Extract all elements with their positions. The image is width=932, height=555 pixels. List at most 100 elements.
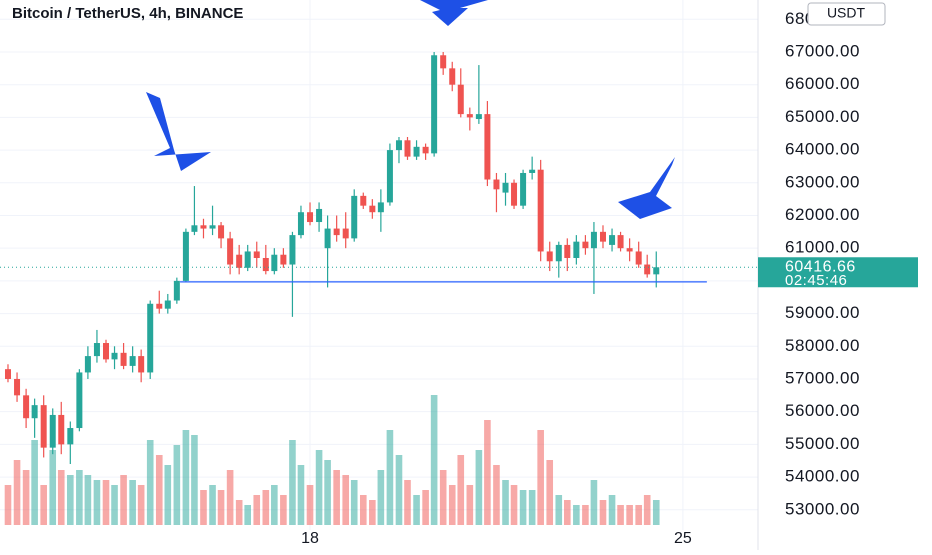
volume-bar (271, 485, 278, 525)
candle-body (440, 55, 447, 69)
volume-bar (573, 505, 580, 525)
volume-bar (502, 480, 509, 525)
candle-body (457, 84, 464, 115)
volume-bar (404, 480, 411, 525)
volume-bar (439, 470, 447, 525)
candle-body (324, 228, 331, 249)
volume-bar (57, 470, 65, 525)
y-tick-label: 53000.00 (785, 499, 860, 518)
candle-body (209, 225, 216, 229)
candle-body (67, 428, 74, 445)
volume-bar (484, 420, 491, 525)
y-tick-label: 62000.00 (785, 205, 860, 224)
volume-bar (289, 440, 296, 525)
candle-body (413, 146, 420, 157)
candle-body (93, 343, 100, 357)
volume-bar (626, 505, 633, 525)
arrow (146, 92, 211, 171)
volume-bar (40, 485, 47, 525)
x-tick-label: 25 (674, 530, 692, 547)
candle-body (342, 228, 349, 239)
volume-bar (528, 490, 536, 525)
volume-bar (537, 430, 544, 525)
candle-body (369, 205, 376, 213)
y-tick-label: 59000.00 (785, 303, 860, 322)
candle-body (626, 248, 633, 252)
volume-bar (413, 495, 420, 525)
volume-bar (377, 470, 385, 525)
candle-body (14, 378, 21, 396)
y-tick-label: 63000.00 (785, 172, 860, 191)
candle-body (182, 231, 189, 281)
candle-body (395, 140, 402, 151)
volume-bar (31, 440, 38, 525)
y-tick-label: 66000.00 (785, 74, 860, 93)
volume-bar (13, 460, 21, 525)
candle-body (502, 182, 509, 193)
grid (0, 0, 758, 530)
last-price-label: 60416.66 (785, 258, 856, 275)
candle-body (653, 267, 660, 275)
candle-body (236, 254, 243, 268)
volume-bar (84, 475, 92, 525)
volume-bar (359, 495, 367, 525)
candle-body (546, 251, 553, 262)
candle-body (564, 244, 571, 258)
volume-bar (209, 485, 216, 525)
candle-body (484, 114, 491, 180)
volume-bar (342, 475, 350, 525)
candle-body (138, 356, 145, 373)
countdown: 02:45:46 (785, 272, 847, 289)
volume-bar (546, 460, 554, 525)
volume-bar (333, 470, 340, 525)
candle-body (582, 241, 589, 249)
volume-bar (369, 500, 376, 525)
candle-body (84, 356, 91, 373)
candle-body (31, 405, 38, 419)
candle-body (23, 395, 30, 419)
volume-bar (599, 500, 607, 525)
volume-bar (315, 450, 323, 525)
candle-body (253, 251, 260, 258)
volume-bar (643, 495, 651, 525)
candle-body (280, 254, 287, 265)
candle-body (466, 114, 473, 118)
candle-body (76, 372, 83, 429)
currency-box[interactable] (807, 2, 886, 26)
volume-bar (200, 490, 207, 525)
volume-bar (76, 470, 83, 525)
candle-body (58, 414, 65, 445)
candle-body (262, 257, 269, 272)
candle-body (555, 244, 562, 262)
candle-body (218, 225, 225, 239)
candle-body (289, 235, 296, 265)
volume-bar (350, 480, 358, 525)
volume-bar (120, 475, 127, 525)
volume-bar (297, 465, 305, 525)
candle-body (103, 343, 110, 360)
volume-bar (448, 485, 456, 525)
candle-body (573, 241, 580, 258)
y-tick-label: 67000.00 (785, 41, 860, 60)
candle-body (511, 182, 518, 206)
y-tick-label: 57000.00 (785, 368, 860, 387)
candle-body (49, 414, 56, 448)
candle-body (609, 235, 616, 245)
volume-bar (67, 475, 74, 525)
candle-body (617, 235, 624, 249)
volume-bar (111, 485, 118, 525)
volume-bar (430, 395, 438, 525)
volume-bar (22, 470, 30, 525)
candle-body (644, 264, 651, 275)
volume-bar (582, 505, 589, 525)
volume-bar (137, 485, 145, 525)
volume-bar (422, 490, 429, 525)
candle-body (599, 231, 606, 242)
candle-body (4, 369, 11, 379)
volume-bar (306, 485, 314, 525)
volume-bar (395, 455, 403, 525)
volume-bar (519, 490, 527, 525)
volume-bar (164, 465, 172, 525)
volume-bar (155, 455, 163, 525)
volume-bar (652, 500, 660, 525)
